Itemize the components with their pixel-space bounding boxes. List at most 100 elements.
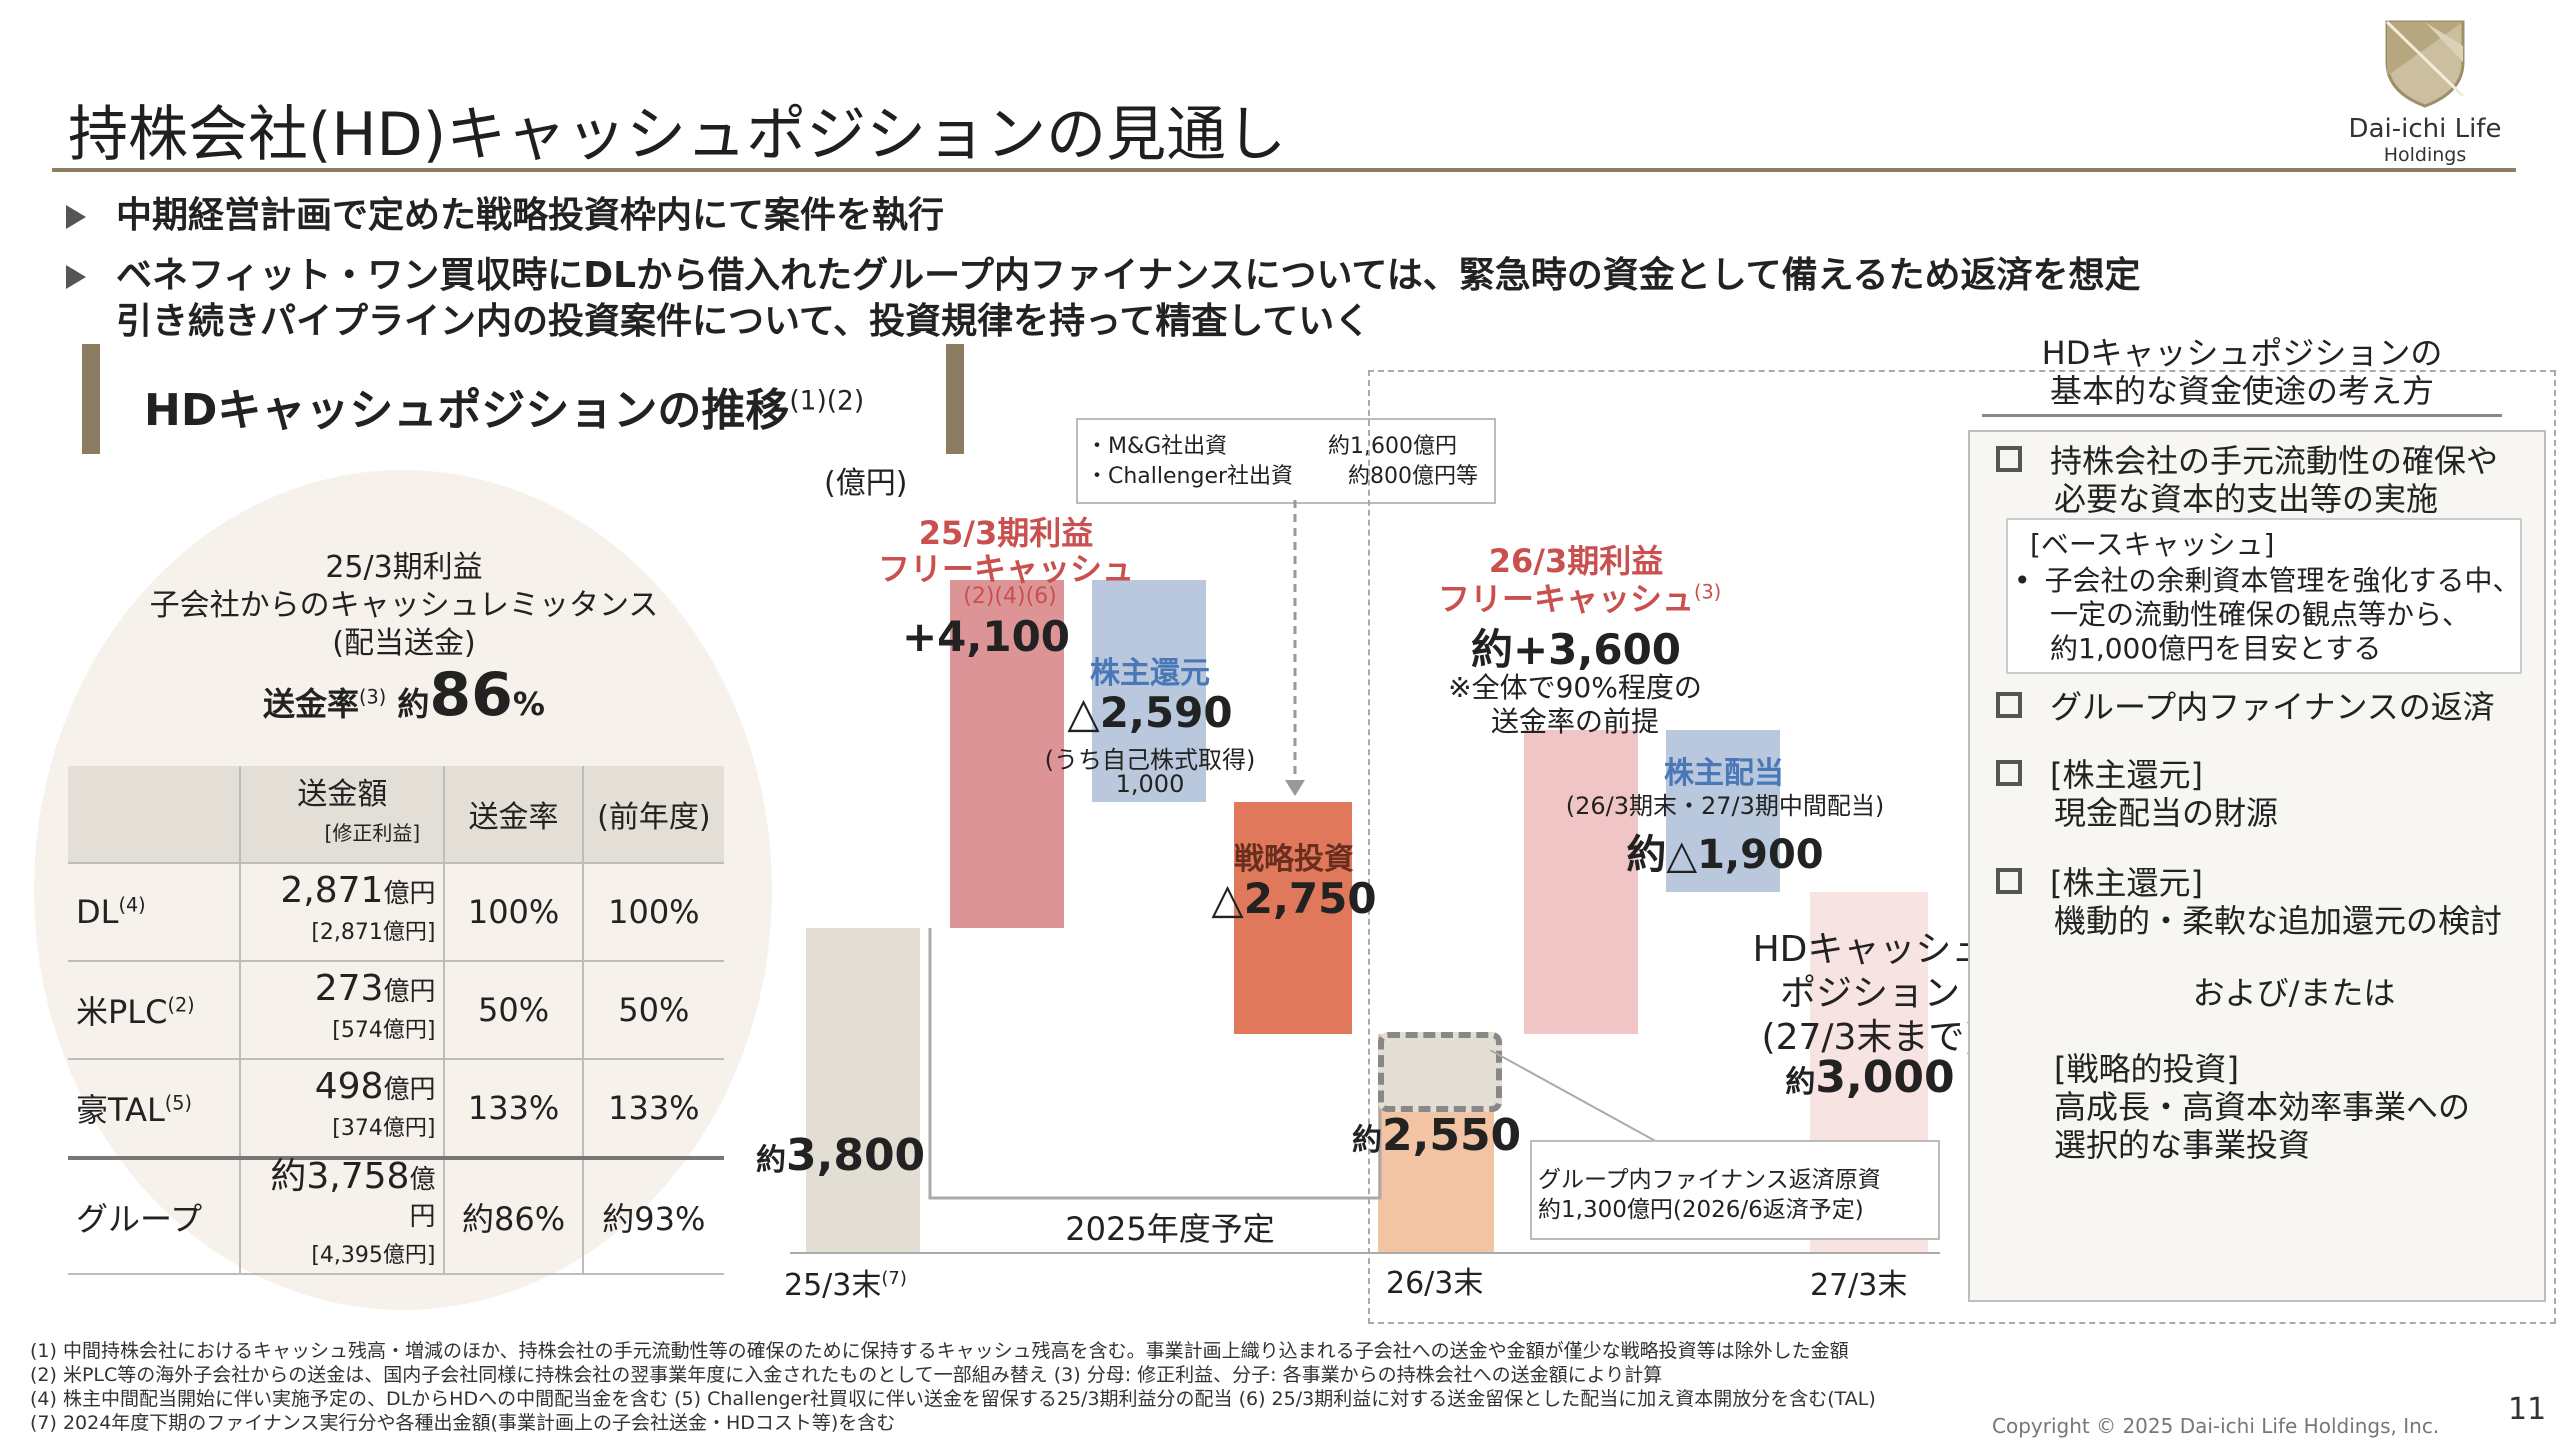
table-header-prev: (前年度): [582, 766, 724, 864]
right-item-5c: 選択的な事業投資: [2054, 1126, 2311, 1164]
mid-value-label: 約2,550: [1352, 1110, 1522, 1161]
table-row: DL(4) 2,871億円 [2,871億円] 100% 100%: [68, 863, 724, 962]
remittance-title-2: 子会社からのキャッシュレミッタンス: [149, 588, 659, 623]
dividend-title: 株主配当: [1664, 756, 1784, 791]
triangle-bullet-icon: [66, 205, 86, 229]
bullet-3: 引き続きパイプライン内の投資案件について、投資規律を持って精査していく: [116, 292, 1370, 344]
section-title-sup: (1)(2): [789, 385, 865, 417]
x-label-25: 25/3末(7): [784, 1268, 907, 1303]
right-item-5a: [戦略的投資]: [2054, 1050, 2239, 1088]
mg-investment-note: [1076, 418, 1496, 504]
table-row: 米PLC(2) 273億円 [574億円] 50% 50%: [68, 961, 724, 1060]
table-header-empty: [68, 766, 242, 864]
remittance-title-3: (配当送金): [332, 626, 476, 661]
square-bullet-icon: [1996, 692, 2022, 718]
fcf26-title-2: フリーキャッシュ(3): [1438, 580, 1722, 618]
triangle-bullet-icon: [66, 265, 86, 289]
mg-note-2: ・Challenger社出資: [1086, 464, 1294, 489]
bullet-1: 中期経営計画で定めた戦略投資枠内にて案件を執行: [66, 186, 944, 238]
bar-shareholder-return: [1092, 580, 1206, 802]
dividend-value: 約△1,900: [1626, 832, 1824, 878]
square-bullet-icon: [1996, 760, 2022, 786]
fcf26-title-1: 26/3期利益: [1488, 542, 1664, 580]
repay-note-2: 約1,300億円(2026/6返済予定): [1538, 1197, 1864, 1223]
fy-plan-bracket: [928, 928, 1382, 1200]
fcf25-value: +4,100: [901, 612, 1071, 661]
end-title-2: ポジション: [1779, 973, 1960, 1014]
shield-logo-icon: [2385, 20, 2465, 108]
fcf26-note-1: ※全体で90%程度の: [1448, 671, 1702, 704]
bullet-2: ベネフィット・ワン買収時にDLから借入れたグループ内ファイナンスについては、緊急…: [66, 246, 2141, 298]
end-title-1: HDキャッシュ: [1752, 929, 1988, 970]
strategic-title: 戦略投資: [1234, 842, 1354, 877]
table-row: 豪TAL(5) 498億円 [374億円] 133% 133%: [68, 1059, 724, 1159]
mg-val-1: 約1,600億円: [1328, 434, 1457, 459]
title-divider: [52, 168, 2516, 172]
row-rate: 133%: [444, 1059, 584, 1159]
repay-note-1: グループ内ファイナンス返済原資: [1538, 1167, 1881, 1193]
footnote-2: (2) 米PLC等の海外子会社からの送金は、国内子会社同様に持株会社の翌事業年度…: [30, 1364, 1663, 1386]
fcf25-title-1: 25/3期利益: [918, 514, 1094, 552]
x-label-26: 26/3末: [1386, 1266, 1484, 1301]
logo-sub: Holdings: [2383, 144, 2467, 166]
end-value-label: 約3,000: [1785, 1052, 1955, 1103]
base-cash-line-1: • 子会社の余剰資本管理を強化する中、: [2014, 564, 2521, 597]
base-cash-line-3: 約1,000億円を目安とする: [2050, 632, 2382, 665]
forecast-dashed-area: [1368, 370, 2556, 1324]
right-item-3b: 現金配当の財源: [2054, 794, 2279, 832]
table-row-group: グループ 約3,758億円 [4,395億円] 約86% 約93%: [68, 1156, 724, 1275]
shareholder-return-sub-1: (うち自己株式取得): [1044, 746, 1256, 774]
footnote-4: (7) 2024年度下期のファイナンス実行分や各種出金額(事業計画上の子会社送金…: [30, 1412, 896, 1434]
right-item-2: グループ内ファイナンスの返済: [1996, 688, 2495, 726]
table-header-row: 送金額 [修正利益] 送金率 (前年度): [68, 766, 724, 864]
x-label-27: 27/3末: [1810, 1268, 1908, 1303]
logo-name: Dai-ichi Life: [2348, 114, 2502, 144]
row-rate: 50%: [444, 961, 584, 1060]
row-rate: 100%: [444, 863, 584, 962]
footnote-3: (4) 株主中間配当開始に伴い実施予定の、DLからHDへの中間配当金を含む (5…: [30, 1388, 1876, 1410]
page-title: 持株会社(HD)キャッシュポジションの見通し: [68, 100, 1287, 170]
bar-start-position: [806, 928, 920, 1252]
remittance-table: 送金額 [修正利益] 送金率 (前年度) DL(4) 2,871億円 [2,871億…: [68, 766, 724, 1275]
end-title-3: (27/3末まで): [1761, 1017, 1979, 1058]
start-value-label: 約3,800: [756, 1130, 926, 1181]
row-prev: 50%: [582, 961, 724, 1060]
bar-fcf-26: [1524, 730, 1638, 1034]
base-cash-title: [ベースキャッシュ]: [2030, 528, 2275, 561]
fcf26-value: 約+3,600: [1470, 625, 1682, 674]
copyright: Copyright © 2025 Dai-ichi Life Holdings,…: [1992, 1414, 2440, 1438]
right-item-4: [株主還元]: [1996, 864, 2203, 902]
table-header-rate: 送金率: [444, 766, 584, 864]
row-prev: 133%: [582, 1059, 724, 1159]
row-prev: 100%: [582, 863, 724, 962]
remittance-title-1: 25/3期利益: [325, 550, 483, 585]
row-name: DL(4): [68, 863, 242, 962]
row-amount: 498億円 [374億円]: [240, 1059, 446, 1159]
table-header-amount: 送金額 [修正利益]: [240, 766, 446, 864]
fcf25-sup: (2)(4)(6): [963, 584, 1057, 609]
row-prev: 約93%: [582, 1156, 724, 1275]
mg-arrow-icon: [1285, 500, 1305, 796]
section-header: HDキャッシュポジションの推移(1)(2): [82, 344, 964, 454]
base-cash-line-2: 一定の流動性確保の観点等から、: [2050, 598, 2471, 631]
section-title: HDキャッシュポジションの推移(1)(2): [144, 385, 865, 436]
right-item-4b: 機動的・柔軟な追加還元の検討: [2054, 902, 2503, 940]
square-bullet-icon: [1996, 868, 2022, 894]
page-number: 11: [2508, 1392, 2547, 1427]
chart-baseline: [790, 1252, 1940, 1254]
remittance-rate: 送金率(3) 約86%: [263, 660, 545, 730]
footnote-1: (1) 中間持株会社におけるキャッシュ残高・増減のほか、持株会社の手元流動性等の…: [30, 1340, 1849, 1362]
bar-strategic-investment: [1234, 802, 1352, 1034]
row-amount: 273億円 [574億円]: [240, 961, 446, 1060]
base-cash-box: [2006, 518, 2522, 674]
row-amount: 約3,758億円 [4,395億円]: [240, 1156, 446, 1275]
row-rate: 約86%: [444, 1156, 584, 1275]
section-bar-right: [946, 344, 964, 454]
bullet-text: 引き続きパイプライン内の投資案件について、投資規律を持って精査していく: [116, 301, 1371, 342]
fy-plan-label: 2025年度予定: [1065, 1210, 1275, 1248]
shareholder-return-sub-2: 1,000: [1115, 770, 1185, 798]
chart-unit-label: (億円): [824, 466, 908, 501]
row-name: 米PLC(2): [68, 961, 242, 1060]
right-panel-title-rule: [1982, 414, 2502, 417]
